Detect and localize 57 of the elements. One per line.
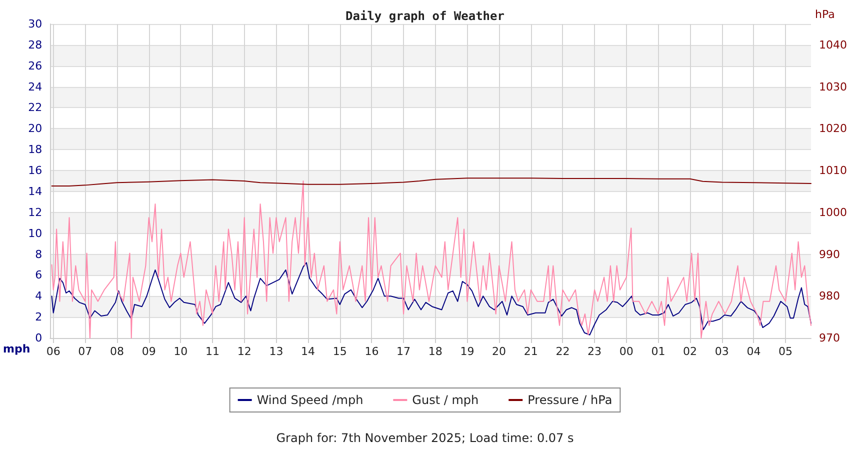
y2-tick-label: 1020 [819, 122, 848, 136]
line-series [51, 178, 812, 187]
y2-tick-label: 990 [819, 248, 840, 261]
x-tick-label: 01 [651, 345, 666, 358]
y-tick-label: 2 [35, 310, 42, 324]
x-tick-label: 05 [778, 345, 793, 358]
y-tick-label: 12 [28, 206, 42, 219]
y-tick-label: 0 [35, 332, 42, 344]
x-tick-label: 08 [110, 345, 124, 358]
line-series [51, 262, 812, 336]
x-tick-label: 07 [78, 345, 92, 358]
x-tick-label: 23 [588, 345, 602, 358]
y2-tick-label: 1000 [819, 206, 848, 219]
y-tick-label: 24 [28, 80, 42, 94]
x-tick-label: 17 [396, 345, 411, 358]
y-tick-label: 28 [28, 38, 42, 52]
y-tick-label: 30 [28, 18, 42, 30]
x-tick-label: 22 [556, 345, 570, 358]
y2-tick-label: 970 [819, 332, 840, 344]
x-tick-label: 18 [428, 345, 442, 358]
chart-title: Daily graph of Weather [346, 9, 504, 23]
y-tick-label: 6 [35, 268, 42, 282]
y-tick-label: 18 [28, 143, 42, 156]
x-tick-label: 19 [460, 345, 474, 358]
x-tick-label: 00 [619, 345, 634, 358]
x-tick-label: 12 [237, 345, 252, 358]
x-tick-label: 11 [206, 345, 220, 358]
x-tick-label: 14 [301, 345, 316, 358]
x-tick-label: 21 [524, 345, 538, 358]
y2-tick-label: 1030 [819, 80, 848, 94]
x-tick-label: 20 [492, 345, 506, 358]
x-tick-label: 13 [269, 345, 284, 358]
y-tick-label: 22 [28, 101, 42, 114]
x-tick-label: 04 [746, 345, 761, 358]
y-tick-label: 26 [28, 59, 42, 72]
y-tick-label: 20 [28, 122, 42, 136]
y-tick-label: 10 [28, 226, 42, 240]
y-tick-label: 4 [35, 290, 42, 303]
x-tick-label: 03 [714, 345, 729, 358]
y2-tick-label: 1010 [819, 164, 848, 178]
y2-axis-title: hPa [815, 8, 835, 21]
x-tick-label: 06 [46, 345, 60, 358]
x-tick-label: 16 [364, 345, 379, 358]
y-tick-label: 8 [35, 248, 42, 261]
y-tick-label: 14 [28, 184, 42, 198]
legend-label: Wind Speed /mph [256, 393, 364, 407]
legend-label: Gust / mph [412, 393, 479, 407]
y2-tick-label: 980 [819, 290, 840, 303]
x-tick-label: 10 [174, 345, 188, 358]
y-tick-label: 16 [28, 164, 42, 178]
x-tick-label: 09 [142, 345, 156, 358]
text: Graph for: 7th November 2025; Load time: 0.07 s [276, 431, 574, 445]
x-tick-label: 15 [332, 345, 347, 358]
x-tick-label: 02 [683, 345, 698, 358]
legend-label: Pressure / hPa [528, 393, 612, 407]
y-axis-title: mph [2, 342, 30, 356]
y2-tick-label: 1040 [819, 38, 848, 52]
